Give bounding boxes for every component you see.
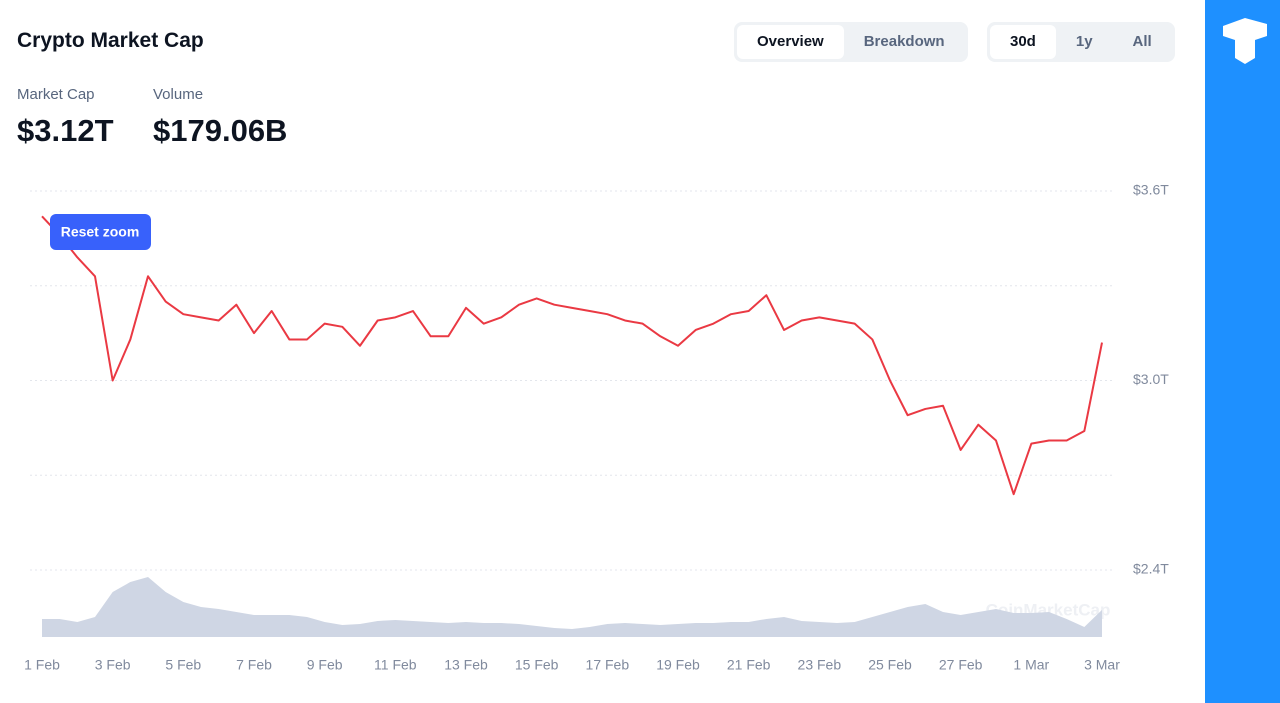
x-tick-label: 9 Feb [307, 657, 343, 673]
y-tick-label: $3.0T [1133, 371, 1169, 387]
x-tick-label: 21 Feb [727, 657, 771, 673]
x-tick-label: 19 Feb [656, 657, 700, 673]
stat: Market Cap $3.12T [17, 86, 114, 149]
chart: CoinMarketCap $2.4T$3.0T$3.6T1 Feb 3 Feb 5… [24, 182, 1169, 673]
y-tick-label: $2.4T [1133, 561, 1169, 577]
x-tick-label: 1 Mar [1013, 657, 1049, 673]
x-tick-label: 25 Feb [868, 657, 912, 673]
x-tick-label: 17 Feb [586, 657, 630, 673]
x-tick-label: 1 Feb [24, 657, 60, 673]
stat-label: Volume [153, 86, 204, 103]
stat: Volume $179.06B [153, 86, 287, 149]
logo-shape [1223, 18, 1267, 64]
x-tick-label: 11 Feb [374, 657, 417, 673]
stat-value: $179.06B [153, 113, 288, 148]
x-tick-label: 13 Feb [444, 657, 488, 673]
sidebar [1205, 0, 1280, 703]
price-line [41, 215, 1103, 496]
tab[interactable]: Breakdown [863, 33, 945, 50]
x-tick-label: 5 Feb [165, 657, 201, 673]
x-tick-label: 3 Mar [1084, 657, 1120, 673]
x-tick-label: 23 Feb [798, 657, 842, 673]
range-button[interactable]: 1y [1075, 33, 1093, 50]
range-button[interactable]: 30d [990, 25, 1056, 59]
range-group: 30d 1y All [987, 22, 1175, 62]
y-tick-label: $3.6T [1133, 182, 1169, 198]
stat-value: $3.12T [17, 113, 114, 148]
logo [1223, 18, 1267, 64]
chart-title: Crypto Market Cap [17, 29, 204, 52]
tab-group: Overview Breakdown [734, 22, 968, 62]
x-tick-label: 27 Feb [939, 657, 983, 673]
reset-zoom-bg [50, 214, 151, 250]
x-tick-label: 15 Feb [515, 657, 559, 673]
x-tick-label: 3 Feb [95, 657, 131, 673]
reset-zoom-label: Reset zoom [61, 224, 140, 240]
tab[interactable]: Overview [737, 25, 844, 59]
stat-label: Market Cap [17, 86, 95, 103]
reset-zoom-button[interactable]: Reset zoom [50, 214, 151, 250]
range-button[interactable]: All [1132, 33, 1152, 50]
volume-area [42, 577, 1102, 637]
x-tick-label: 7 Feb [236, 657, 272, 673]
